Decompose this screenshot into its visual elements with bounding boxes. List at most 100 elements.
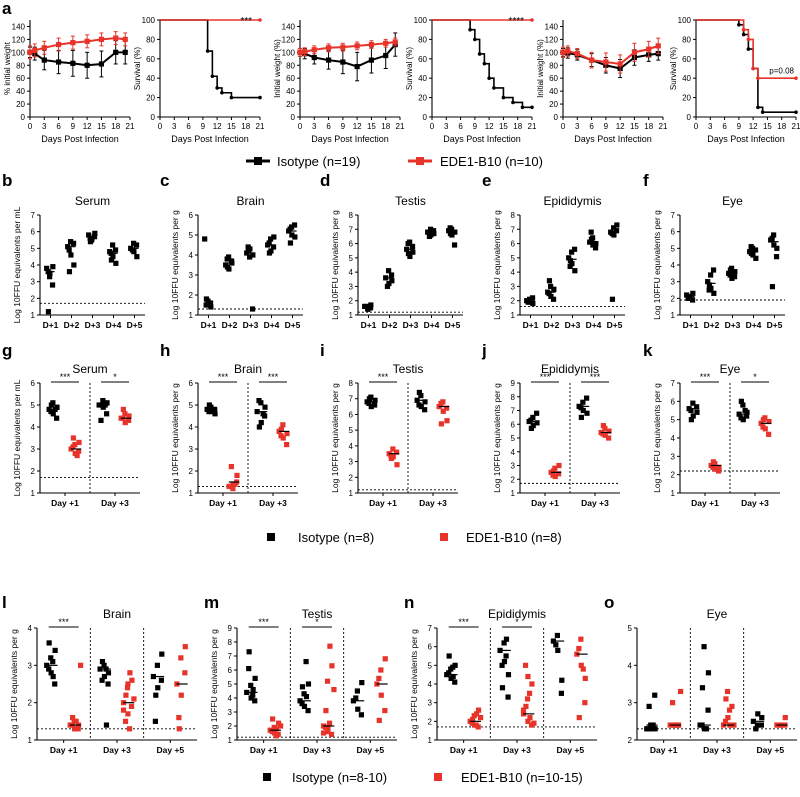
data-point [103, 722, 110, 728]
y-tick-label: 80 [418, 35, 427, 44]
data-point [582, 700, 588, 706]
data-point [66, 247, 72, 253]
data-point [247, 254, 253, 260]
censor-mark [520, 105, 525, 110]
y-tick-label: 4 [189, 251, 194, 260]
y-tick-label: 2 [349, 297, 354, 306]
data-point [68, 252, 74, 258]
data-point [250, 692, 256, 698]
censor-mark [210, 74, 215, 79]
data-point [526, 690, 533, 696]
y-tick-label: 1 [228, 736, 233, 745]
data-point [178, 655, 184, 661]
censor-mark [473, 37, 477, 42]
y-tick-label: 4 [189, 423, 194, 432]
data-point [368, 302, 374, 308]
data-point [101, 673, 108, 680]
dot-group [608, 222, 620, 302]
y-tick-label: 5 [628, 624, 633, 633]
data-point [49, 282, 56, 288]
data-point [48, 670, 54, 676]
data-point [771, 242, 777, 248]
y-tick-label: 40 [549, 87, 558, 96]
data-point [726, 707, 733, 713]
data-point [706, 287, 712, 293]
data-point [273, 733, 279, 739]
data-point [355, 706, 361, 712]
data-point [727, 267, 734, 273]
data-point [410, 249, 416, 255]
data-point [550, 472, 556, 478]
data-point [530, 423, 536, 429]
y-tick-label: 80 [549, 61, 558, 70]
y-tick-label: 3 [671, 452, 676, 461]
data-point [234, 472, 240, 478]
data-point [565, 48, 571, 54]
data-point [444, 405, 450, 411]
data-point [366, 396, 372, 402]
series-ede1-b10 [27, 31, 128, 60]
data-point [710, 459, 716, 465]
data-point [409, 243, 416, 250]
dot-group [697, 644, 712, 732]
dot-group [758, 415, 772, 437]
data-point [101, 662, 107, 668]
y-tick-label: 6 [31, 379, 36, 388]
y-tick-label: 60 [682, 55, 691, 64]
data-point [154, 662, 160, 668]
data-point [120, 707, 127, 713]
y-tick-label: 3 [31, 278, 36, 287]
significance-stars: *** [268, 372, 279, 382]
data-point [580, 666, 586, 672]
data-point [759, 715, 765, 721]
dot-group [520, 662, 537, 728]
y-tick-label: 4 [628, 661, 633, 670]
y-tick-label: 2 [671, 471, 676, 480]
data-point [55, 41, 62, 48]
data-point [525, 718, 531, 724]
data-point [105, 681, 111, 687]
data-point [182, 670, 188, 676]
data-point [87, 239, 94, 245]
dot-group [686, 400, 700, 423]
x-tick-label: Day +3 [503, 745, 531, 755]
data-point [52, 647, 58, 653]
y-tick-label: 2 [228, 722, 233, 731]
dot-group [768, 232, 780, 290]
y-tick-label: 80 [682, 35, 691, 44]
data-point [70, 40, 76, 46]
significance-stars: *** [540, 372, 551, 382]
y-tick-label: 1 [31, 311, 36, 320]
data-point [159, 651, 165, 657]
dot-group [383, 268, 395, 290]
data-point [774, 245, 780, 251]
x-axis-label: Days Post Infection [443, 134, 521, 144]
data-point [554, 632, 560, 639]
x-tick-label: 3 [42, 122, 47, 131]
y-tick-label: 8 [349, 379, 354, 388]
y-tick-label: 140 [12, 22, 26, 31]
data-point [567, 263, 573, 270]
y-tick-label: 4 [511, 448, 516, 457]
y-tick-label: 140 [282, 22, 296, 31]
x-tick-label: D+5 [445, 320, 461, 330]
data-point [388, 272, 395, 278]
dot-group [44, 640, 58, 687]
data-point [383, 52, 389, 59]
x-tick-label: Day +1 [531, 498, 559, 508]
data-point [278, 426, 284, 432]
data-point [428, 226, 434, 232]
data-point [758, 722, 764, 728]
x-tick-label: 12 [353, 122, 362, 131]
censor-mark [530, 105, 534, 110]
y-axis-label: Log 10FFU equivalents per g [209, 629, 219, 739]
data-point [689, 297, 696, 303]
y-tick-label: 4 [31, 261, 36, 270]
data-point [405, 250, 412, 257]
data-point [70, 444, 76, 450]
data-point [388, 452, 394, 458]
y-tick-label: 20 [286, 100, 295, 109]
data-point [125, 711, 131, 717]
x-tick-label: D+3 [725, 320, 741, 330]
x-tick-label: Day +3 [101, 498, 129, 508]
